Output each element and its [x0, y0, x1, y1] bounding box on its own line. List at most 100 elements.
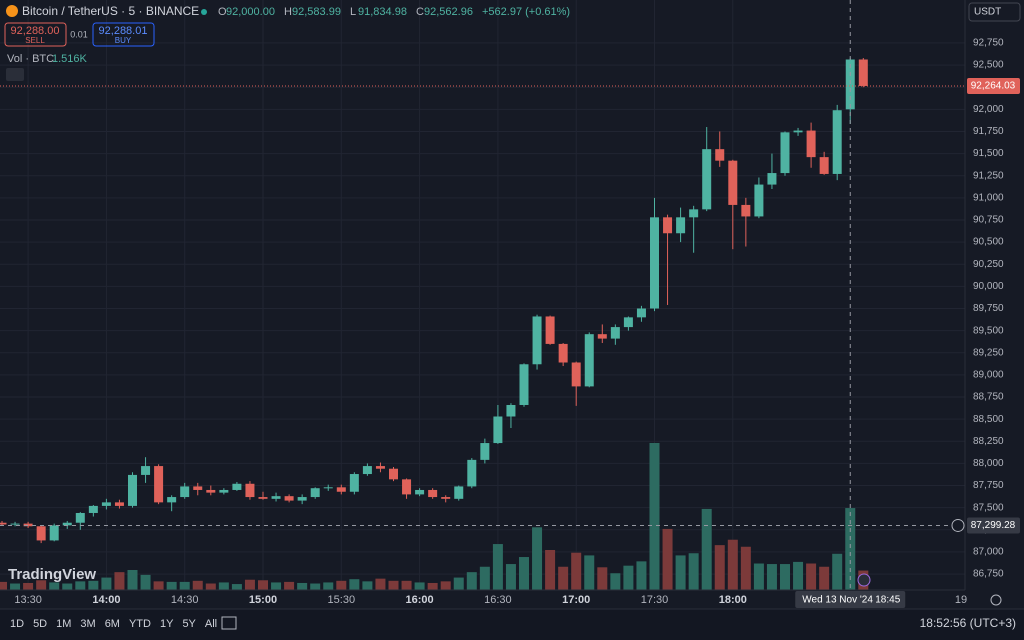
x-tick-label: 14:00	[92, 594, 120, 606]
sell-button[interactable]	[4, 22, 67, 47]
y-tick-label: 86,750	[973, 569, 1004, 580]
candle-body	[219, 489, 229, 493]
candle-body	[128, 474, 137, 506]
volume-bar	[558, 566, 569, 590]
x-tick-label: 15:00	[249, 594, 277, 606]
range-button[interactable]: YTD	[129, 618, 151, 630]
crosshair-time-box	[795, 591, 906, 608]
range-button[interactable]: 6M	[105, 618, 120, 630]
candle-body	[558, 343, 568, 363]
volume-bar	[0, 581, 7, 590]
candle-body	[232, 483, 242, 490]
candle-body	[141, 466, 151, 475]
range-button[interactable]: 3M	[80, 618, 95, 630]
volume-bar	[623, 565, 634, 590]
volume-bar	[479, 566, 490, 590]
candle-body	[806, 130, 816, 158]
volume-bar	[140, 574, 151, 590]
collapse-button[interactable]	[6, 68, 24, 81]
settings-icon[interactable]	[990, 594, 1002, 606]
volume-bar	[636, 561, 647, 590]
volume-bar	[179, 581, 190, 590]
volume-bar	[440, 581, 451, 590]
range-button[interactable]: 1D	[10, 618, 24, 630]
y-tick-label: 91,500	[973, 148, 1004, 159]
candle-body	[493, 416, 503, 444]
volume-bar	[727, 539, 738, 590]
range-button[interactable]: 5Y	[182, 618, 196, 630]
y-tick-label: 90,000	[973, 281, 1004, 292]
candle-body	[101, 502, 111, 506]
volume-bar	[427, 582, 438, 590]
volume-bar	[244, 579, 255, 590]
add-alert-button[interactable]	[951, 518, 965, 532]
volume-bar	[205, 583, 216, 590]
last-price-box	[967, 77, 1020, 94]
candle-body	[362, 466, 372, 475]
candle-body	[75, 512, 85, 523]
volume-bar	[649, 442, 660, 590]
volume-bar	[349, 579, 360, 590]
ohlc-value: 92,562.96	[424, 6, 473, 18]
date-range-icon[interactable]	[221, 616, 237, 630]
candle-body	[454, 486, 464, 499]
volume-bar	[75, 581, 86, 590]
candle-body	[741, 204, 751, 217]
buy-label: BUY	[115, 36, 132, 45]
candle-body	[349, 474, 359, 492]
y-tick-label: 92,500	[973, 60, 1004, 71]
ohlc-key: L	[350, 6, 356, 18]
volume-bar	[597, 567, 608, 590]
ohlc-value: 92,583.99	[292, 6, 341, 18]
candle-body	[480, 443, 490, 460]
volume-bar	[675, 555, 686, 590]
candle-body	[297, 497, 307, 501]
x-tick-label: 16:30	[484, 594, 512, 606]
x-tick-label: 18:00	[719, 594, 747, 606]
y-tick-label: 89,000	[973, 370, 1004, 381]
ohlc-key: H	[284, 6, 292, 18]
candle-body	[402, 479, 412, 495]
range-button[interactable]: 1M	[56, 618, 71, 630]
volume-bar	[323, 582, 334, 590]
range-button[interactable]: 1Y	[160, 618, 174, 630]
sell-price: 92,288.00	[11, 25, 60, 37]
buy-button[interactable]	[92, 22, 155, 47]
candle-body	[610, 327, 620, 339]
ohlc-key: C	[416, 6, 424, 18]
volume-bar	[532, 527, 543, 590]
candle-body	[88, 505, 98, 513]
volume-bar	[375, 578, 386, 590]
volume-bar	[505, 564, 516, 590]
range-button[interactable]: 5D	[33, 618, 47, 630]
candle-body	[532, 316, 542, 365]
volume-bar	[62, 583, 73, 590]
candle-body	[310, 488, 320, 498]
buy-price: 92,288.01	[99, 25, 148, 37]
ohlc-key: O	[218, 6, 227, 18]
volume-bar	[362, 581, 373, 590]
volume-bar	[832, 553, 843, 590]
range-button[interactable]: All	[205, 618, 217, 630]
volume-value: 1.516K	[52, 53, 88, 65]
volume-bar	[492, 544, 503, 590]
y-tick-label: 88,750	[973, 392, 1004, 403]
event-marker[interactable]	[857, 573, 871, 587]
y-tick-label: 89,750	[973, 303, 1004, 314]
y-tick-label: 87,000	[973, 547, 1004, 558]
ohlc-value: 91,834.98	[358, 6, 407, 18]
candle-body	[597, 334, 607, 339]
x-tick-label: 15:30	[328, 594, 356, 606]
currency-select[interactable]	[968, 2, 1021, 22]
volume-bar	[819, 566, 830, 590]
candle-body	[832, 110, 842, 174]
y-tick-label: 87,750	[973, 480, 1004, 491]
candle-body	[0, 522, 7, 525]
volume-bar	[153, 581, 164, 590]
crosshair-time: 18:45	[875, 595, 900, 606]
candle-body	[728, 160, 738, 205]
x-tick-label: 19	[955, 594, 967, 606]
x-tick-label: 17:00	[562, 594, 590, 606]
candle-body	[154, 466, 164, 503]
